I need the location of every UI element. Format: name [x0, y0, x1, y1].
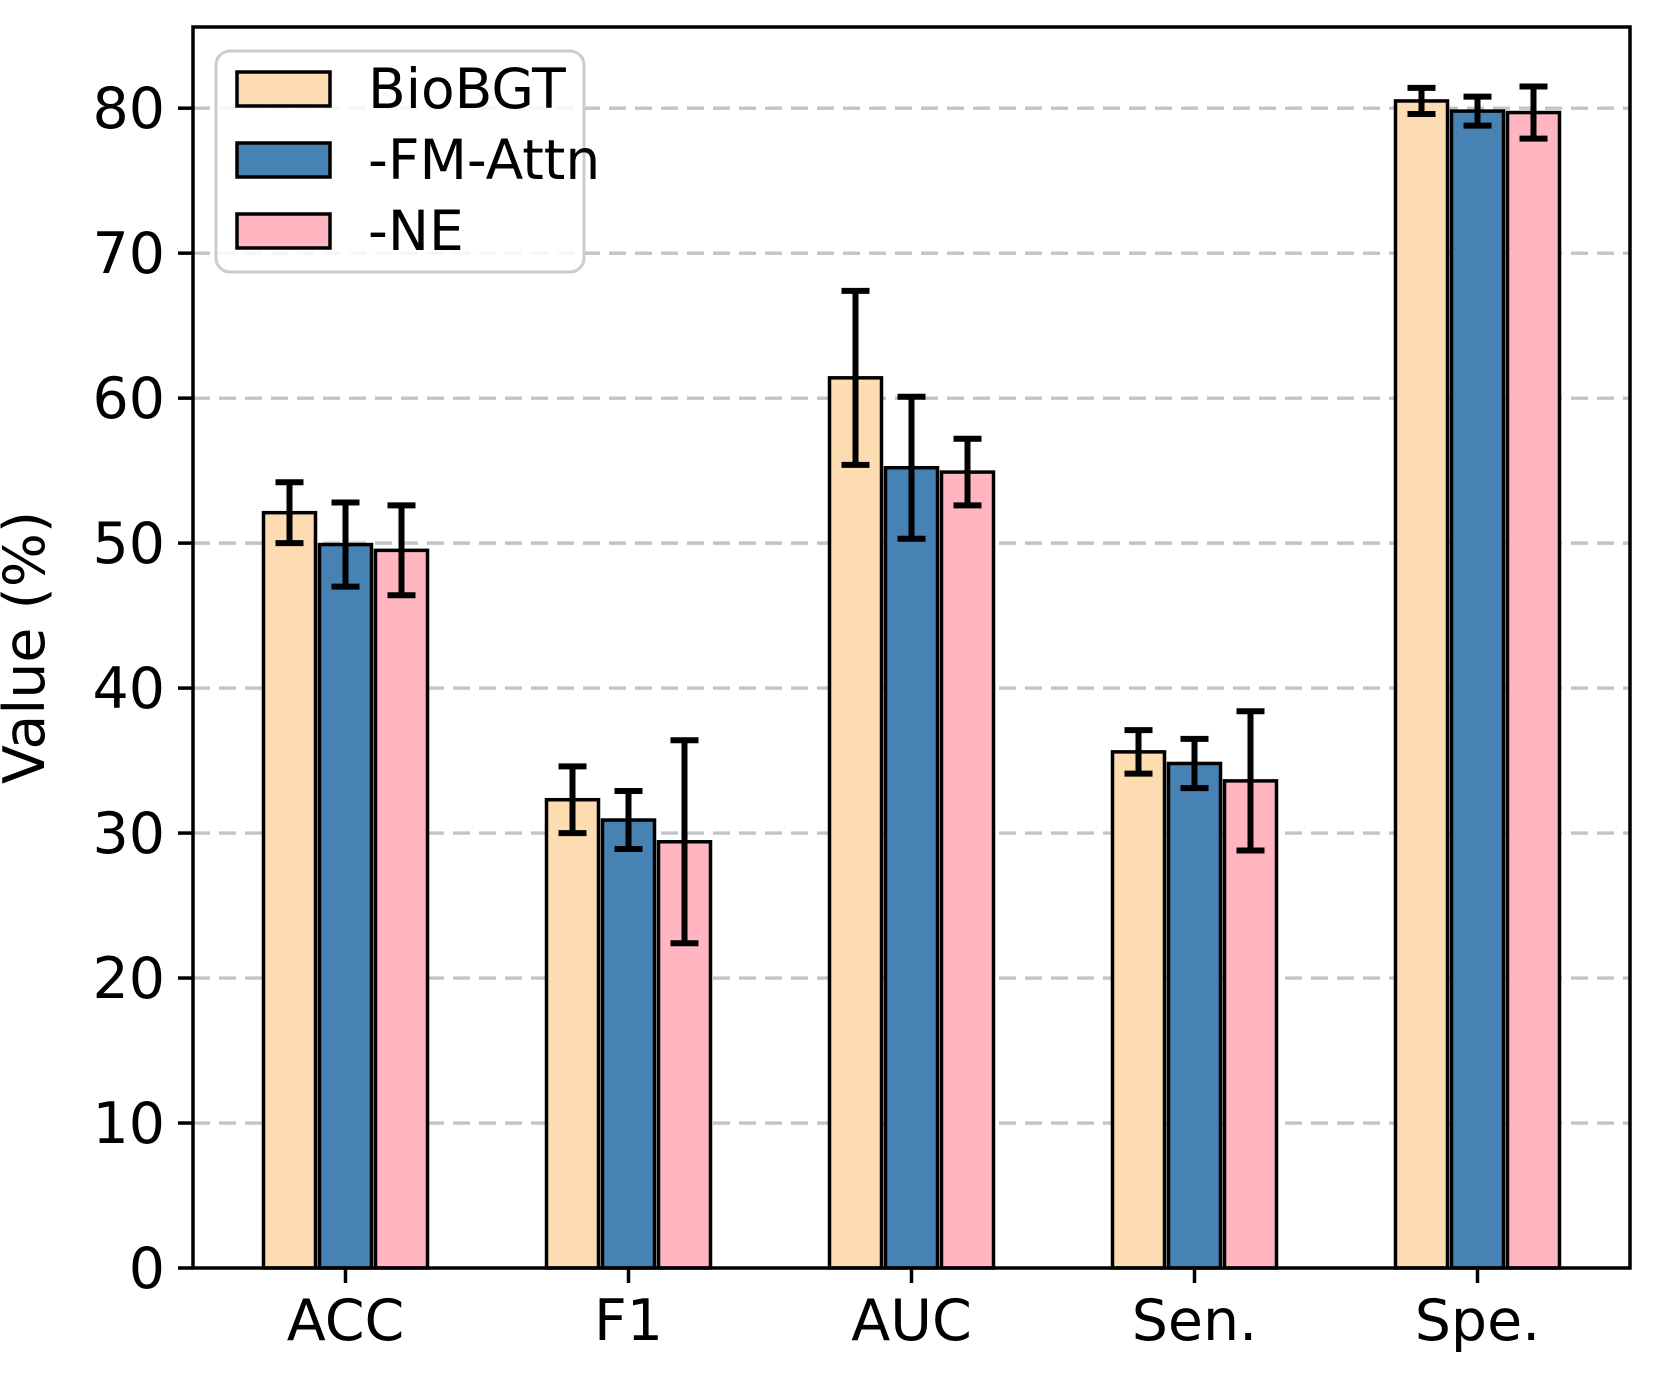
error-bar-biobgt-sen: [1124, 727, 1153, 777]
y-tick-label-70: 70: [92, 221, 165, 287]
bar-ne-acc: [373, 548, 430, 1270]
error-bar-fmattn-f1: [614, 788, 643, 853]
y-tick-label-10: 10: [92, 1091, 165, 1157]
y-tick-label-20: 20: [92, 946, 165, 1012]
legend-swatch-biobgt: [235, 70, 332, 108]
error-bar-ne-auc: [953, 435, 982, 509]
legend-item-biobgt: BioBGT: [235, 57, 566, 121]
y-tick-label-0: 0: [129, 1236, 165, 1302]
bar-biobgt-spe: [1393, 99, 1450, 1270]
legend-swatch-fmattn: [235, 141, 332, 179]
y-tick-label-50: 50: [92, 511, 165, 577]
x-tick-label-sen: Sen.: [1132, 1288, 1258, 1354]
legend-label-biobgt: BioBGT: [368, 57, 566, 121]
y-tick-label-60: 60: [92, 366, 165, 432]
legend-label-ne: -NE: [368, 199, 464, 263]
bar-biobgt-auc: [827, 376, 884, 1270]
legend-item-fmattn: -FM-Attn: [235, 128, 600, 192]
error-bar-fmattn-sen: [1180, 735, 1209, 792]
y-tick-label-30: 30: [92, 801, 165, 867]
error-bar-ne-spe: [1519, 83, 1548, 142]
bar-biobgt-f1: [544, 797, 601, 1270]
error-bar-biobgt-acc: [275, 479, 304, 547]
error-bar-ne-acc: [387, 502, 416, 599]
error-bar-fmattn-auc: [897, 393, 926, 542]
error-bar-biobgt-spe: [1407, 84, 1436, 117]
error-bar-ne-f1: [670, 737, 699, 947]
x-tick-label-acc: ACC: [287, 1288, 405, 1354]
x-tick-label-f1: F1: [594, 1288, 663, 1354]
x-tick-label-auc: AUC: [851, 1288, 972, 1354]
bar-biobgt-sen: [1110, 750, 1167, 1270]
bar-fmattn-sen: [1166, 761, 1223, 1270]
y-tick-label-80: 80: [92, 76, 165, 142]
bar-fmattn-acc: [317, 542, 374, 1270]
legend-swatch-ne: [235, 212, 332, 250]
bar-ne-auc: [939, 470, 996, 1270]
error-bar-fmattn-spe: [1463, 93, 1492, 129]
bar-ne-spe: [1505, 110, 1562, 1270]
legend-item-ne: -NE: [235, 199, 464, 263]
error-bar-fmattn-acc: [331, 499, 360, 590]
legend-label-fmattn: -FM-Attn: [368, 128, 600, 192]
y-tick-label-40: 40: [92, 656, 165, 722]
error-bar-biobgt-f1: [558, 763, 587, 837]
bar-fmattn-spe: [1449, 109, 1506, 1270]
legend: BioBGT -FM-Attn -NE: [214, 49, 600, 274]
bar-biobgt-acc: [261, 510, 318, 1270]
bar-ne-sen: [1222, 779, 1279, 1270]
bar-fmattn-f1: [600, 818, 657, 1270]
error-bar-biobgt-auc: [841, 287, 870, 468]
y-axis-label: Value (%): [0, 511, 58, 784]
x-tick-label-spe: Spe.: [1415, 1288, 1541, 1354]
bar-fmattn-auc: [883, 465, 940, 1270]
error-bar-ne-sen: [1236, 708, 1265, 854]
